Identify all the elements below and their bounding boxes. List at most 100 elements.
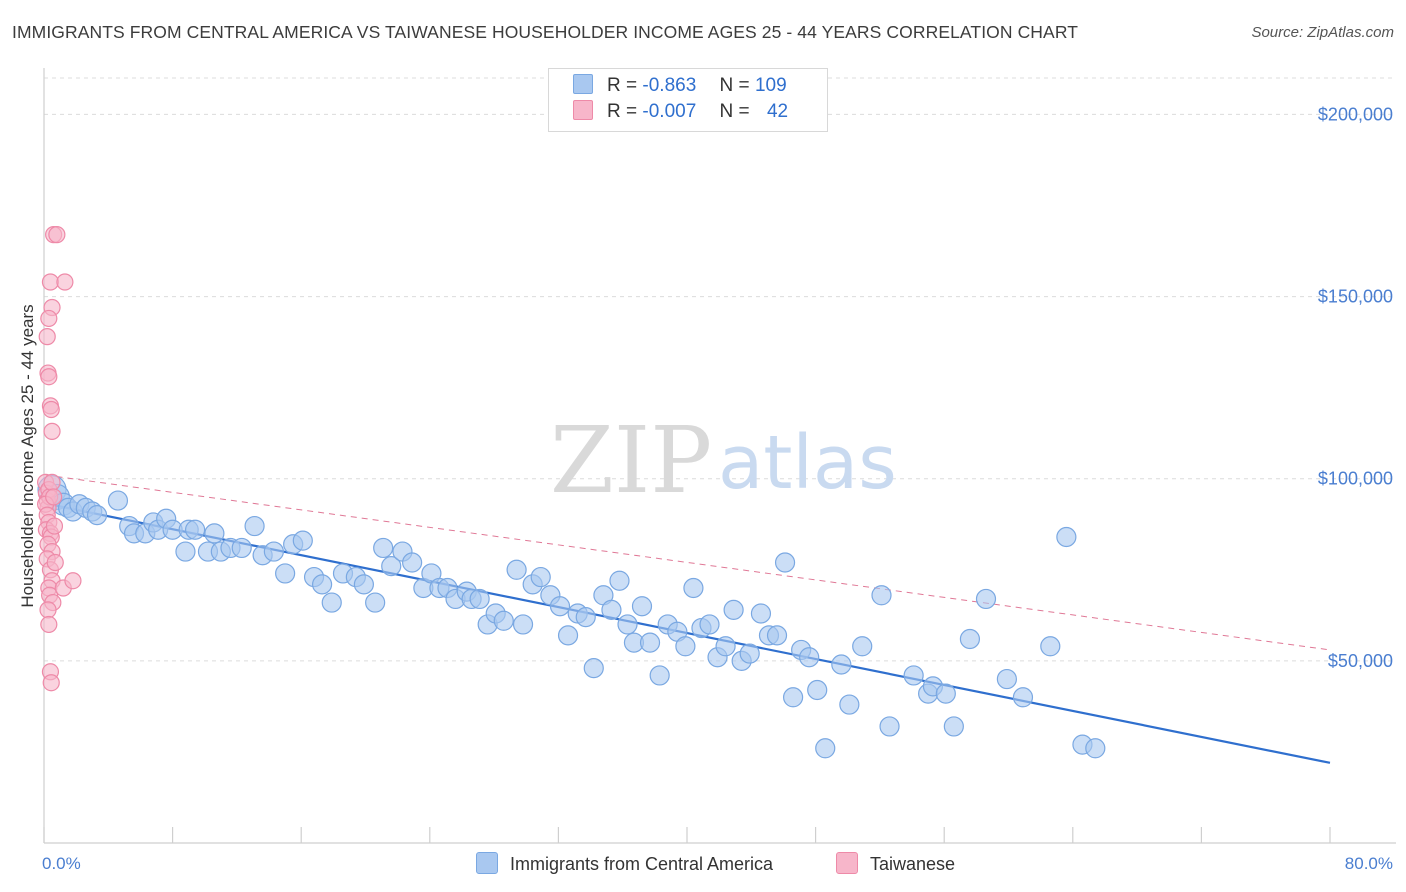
point-taiwanese (40, 309, 58, 328)
legend-n-value: 109 (754, 75, 787, 96)
point-central-america (699, 614, 720, 635)
series-legend-swatch-blue (476, 852, 498, 874)
legend-r-value: -0.863 (642, 75, 697, 96)
point-central-america (469, 588, 490, 610)
point-central-america (175, 541, 196, 562)
series-legend-label: Taiwanese (870, 854, 956, 874)
point-central-america (879, 716, 900, 737)
point-taiwanese (56, 273, 74, 291)
point-central-america (204, 523, 225, 544)
watermark: ZIP atlas (550, 407, 897, 514)
point-central-america (639, 632, 661, 653)
point-central-america (766, 625, 788, 646)
point-taiwanese (64, 572, 82, 590)
series-legend: Immigrants from Central America Taiwanes… (0, 852, 1406, 878)
source-label: Source: ZipAtlas.com (1251, 24, 1394, 41)
point-central-america (275, 563, 296, 584)
y-tick-label: $50,000 (1328, 651, 1393, 671)
point-central-america (512, 614, 534, 635)
trend-line-taiwanese (45, 474, 1331, 651)
legend-swatch-blue (573, 74, 593, 94)
grid-lines (44, 77, 1396, 662)
point-central-america (506, 559, 527, 580)
y-tick-label: $200,000 (1318, 104, 1393, 124)
point-central-america (903, 665, 924, 686)
point-central-america (311, 574, 333, 595)
point-taiwanese (46, 553, 64, 572)
series-legend-taiwanese: Taiwanese (836, 852, 955, 875)
point-taiwanese (42, 674, 60, 692)
chart-title: IMMIGRANTS FROM CENTRAL AMERICA VS TAIWA… (12, 22, 1079, 42)
x-tick-labels: 0.0% 80.0% (42, 854, 1393, 873)
point-central-america (774, 552, 796, 573)
point-central-america (715, 636, 736, 657)
point-central-america (530, 566, 551, 588)
y-tick-label: $100,000 (1318, 469, 1393, 489)
point-central-america (557, 625, 579, 646)
point-taiwanese (39, 601, 57, 619)
point-central-america (244, 515, 265, 537)
point-central-america (601, 599, 622, 620)
x-tick-label: 80.0% (1345, 854, 1393, 873)
legend-r-label: R = (607, 75, 638, 96)
point-taiwanese (38, 328, 56, 346)
data-points (37, 226, 1106, 759)
watermark-atlas: atlas (718, 420, 897, 506)
point-taiwanese (41, 273, 60, 291)
y-axis-label: Householder Income Ages 25 - 44 years (18, 304, 37, 607)
point-central-america (1012, 687, 1034, 708)
point-central-america (617, 614, 638, 635)
point-taiwanese (40, 615, 58, 634)
point-central-america (107, 490, 129, 511)
point-central-america (831, 654, 852, 675)
point-central-america (365, 592, 386, 613)
point-taiwanese (45, 517, 64, 535)
series-legend-central-america: Immigrants from Central America (476, 852, 773, 875)
point-central-america (996, 668, 1017, 690)
point-central-america (402, 552, 423, 573)
point-central-america (493, 610, 514, 631)
point-central-america (292, 530, 313, 551)
point-central-america (263, 541, 284, 562)
point-central-america (782, 687, 804, 708)
legend-n-label: N = (719, 75, 750, 96)
point-central-america (353, 574, 374, 595)
point-central-america (871, 585, 892, 606)
point-central-america (575, 607, 596, 628)
legend-swatch-pink (573, 100, 593, 120)
point-central-america (723, 599, 744, 620)
point-central-america (815, 738, 836, 759)
point-central-america (852, 636, 873, 657)
point-central-america (649, 665, 670, 686)
point-central-america (943, 716, 964, 737)
point-central-america (807, 679, 828, 701)
legend-r-label: R = (607, 101, 638, 122)
point-central-america (1085, 738, 1106, 759)
trend-lines (45, 474, 1331, 764)
point-central-america (609, 570, 630, 591)
point-central-america (583, 658, 604, 679)
point-central-america (185, 519, 206, 540)
point-central-america (683, 577, 704, 599)
point-taiwanese (43, 422, 61, 440)
point-central-america (975, 588, 997, 610)
point-taiwanese (40, 368, 58, 386)
axes (43, 68, 1396, 844)
point-central-america (549, 596, 571, 617)
y-tick-label: $150,000 (1318, 287, 1393, 307)
point-central-america (1040, 636, 1061, 657)
point-taiwanese (42, 400, 60, 419)
legend-n-label: N = (719, 101, 750, 122)
point-central-america (750, 603, 772, 624)
x-tick-label: 0.0% (42, 854, 81, 873)
point-taiwanese (43, 473, 61, 491)
correlation-legend: R = -0.863 N = 109 R = -0.007 N = 42 (548, 68, 828, 132)
point-central-america (373, 537, 394, 559)
series-legend-swatch-pink (836, 852, 858, 874)
point-central-america (321, 592, 342, 613)
legend-row-central-america: R = -0.863 N = 109 (573, 74, 787, 102)
point-central-america (935, 683, 956, 704)
point-central-america (959, 628, 981, 650)
series-legend-label: Immigrants from Central America (510, 854, 774, 874)
